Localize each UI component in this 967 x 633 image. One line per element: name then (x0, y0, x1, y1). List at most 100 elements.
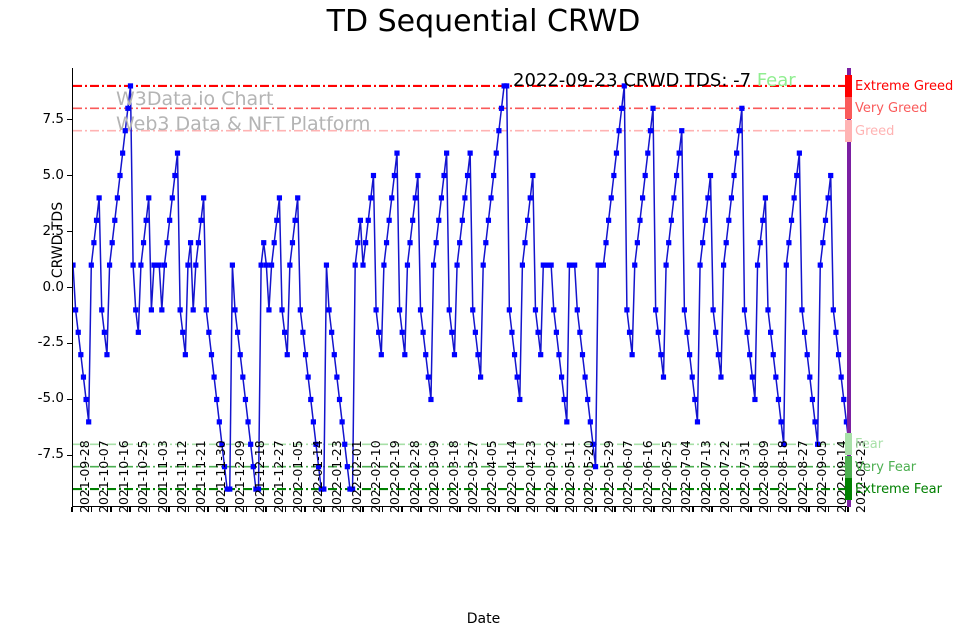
series-marker (493, 150, 499, 156)
series-marker (449, 329, 455, 335)
series-marker (517, 396, 523, 403)
series-marker (679, 128, 685, 134)
series-marker (809, 396, 816, 403)
watermark-line-2: Web3 Data & NFT Platform (116, 113, 371, 135)
series-marker (104, 352, 110, 358)
series-marker (316, 464, 322, 470)
x-tick-label: 2021-10-16 (115, 440, 131, 513)
plot-area[interactable] (72, 68, 849, 507)
series-marker (775, 396, 782, 403)
series-marker (334, 374, 340, 380)
series-marker (73, 262, 76, 268)
series-marker (99, 307, 105, 313)
series-marker (318, 486, 324, 492)
x-tick-mark (207, 507, 209, 512)
x-tick-label: 2022-08-27 (794, 440, 810, 513)
x-tick-label: 2022-09-05 (814, 440, 830, 513)
series-marker (595, 262, 601, 268)
series-marker (287, 262, 293, 268)
series-marker (558, 374, 565, 380)
series-marker (470, 307, 476, 313)
series-marker (613, 150, 620, 156)
series-marker (240, 374, 246, 380)
series-marker (817, 262, 823, 268)
series-marker (577, 329, 583, 335)
series-marker (198, 217, 204, 223)
series-marker (148, 307, 154, 313)
series-marker (705, 195, 711, 201)
series-marker (436, 217, 442, 223)
series-marker (180, 329, 186, 335)
series-marker (282, 329, 288, 335)
series-marker (472, 329, 478, 335)
series-marker (475, 352, 481, 358)
series-marker (828, 172, 834, 179)
series-marker (86, 419, 92, 425)
y-tick-mark (67, 174, 72, 177)
series-marker (321, 486, 327, 492)
x-tick-label: 2022-07-31 (736, 440, 752, 513)
series-marker (404, 262, 411, 268)
series-marker (778, 419, 784, 425)
threshold-spine-segment (845, 119, 852, 142)
series-marker (402, 352, 408, 358)
y-tick-mark (67, 118, 72, 121)
series-marker (514, 374, 520, 380)
x-tick-mark (789, 507, 791, 512)
series-line (73, 85, 849, 490)
series-marker (629, 352, 635, 358)
series-marker (561, 396, 567, 403)
x-tick-mark (381, 507, 384, 512)
series-marker (75, 329, 81, 335)
series-marker (783, 262, 789, 268)
x-tick-mark (536, 507, 539, 512)
series-marker (566, 262, 573, 268)
series-marker (96, 195, 102, 201)
series-marker (621, 83, 627, 89)
x-tick-label: 2022-03-27 (465, 440, 480, 513)
series-marker (687, 352, 693, 358)
series-marker (326, 307, 332, 313)
x-tick-mark (129, 507, 131, 512)
series-marker (700, 240, 706, 246)
series-marker (713, 329, 719, 335)
series-marker (564, 419, 570, 425)
series-marker (394, 150, 400, 156)
series-marker (718, 374, 724, 380)
series-marker (430, 262, 437, 268)
series-marker (749, 374, 755, 380)
series-marker (164, 240, 170, 246)
series-marker (770, 352, 776, 358)
series-marker (663, 262, 669, 268)
series-marker (532, 307, 539, 313)
series-marker (242, 396, 249, 403)
series-marker (438, 195, 444, 201)
x-tick-mark (595, 507, 597, 512)
series-marker (336, 396, 343, 403)
series-marker (647, 128, 654, 134)
series-marker (279, 307, 285, 313)
y-tick-mark (67, 398, 72, 401)
series-marker (653, 307, 659, 313)
y-tick-label: 0.0 (42, 278, 64, 295)
series-marker (407, 240, 413, 246)
series-marker (556, 352, 562, 358)
series-marker (151, 262, 157, 268)
series-marker (308, 396, 314, 403)
series-marker (83, 396, 89, 403)
series-marker (480, 262, 486, 268)
series-marker (720, 262, 727, 268)
series-marker (603, 240, 609, 246)
series-marker (820, 240, 826, 246)
x-tick-label: 2021-12-18 (251, 440, 267, 513)
series-marker (284, 352, 290, 358)
x-tick-mark (575, 507, 578, 512)
series-marker (694, 419, 701, 425)
series-marker (799, 307, 805, 313)
series-marker (572, 262, 578, 268)
series-marker (525, 217, 531, 223)
series-marker (276, 195, 283, 201)
x-tick-mark (459, 507, 461, 512)
series-marker (399, 329, 405, 335)
y-tick-label: -2.5 (37, 334, 64, 351)
